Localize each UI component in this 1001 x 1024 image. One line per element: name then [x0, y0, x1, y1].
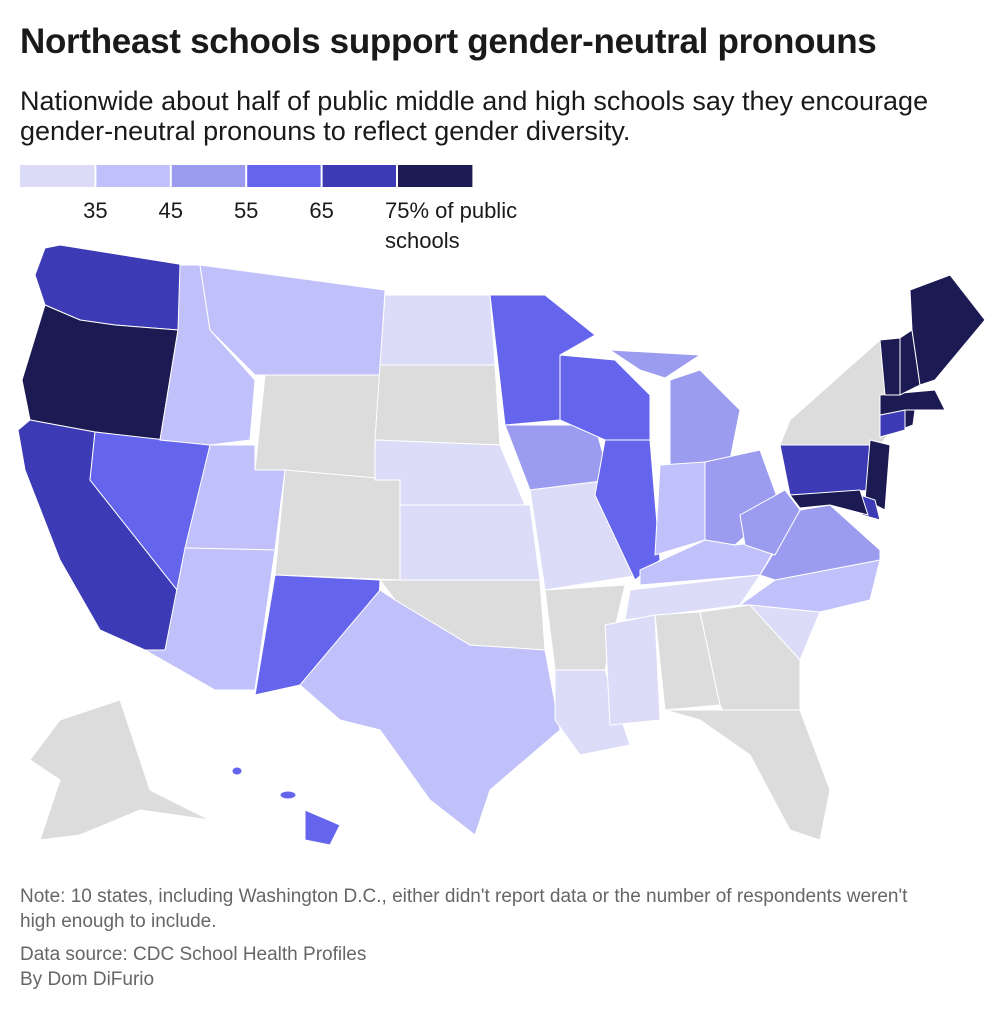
state: [608, 349, 702, 379]
title: Northeast schools support gender-neutral…: [20, 22, 877, 61]
state: [789, 489, 869, 516]
map-canvas: [17, 165, 986, 846]
legend-label: 75% of public schools: [385, 198, 518, 253]
legend-label: 55: [233, 198, 259, 223]
state: [254, 374, 381, 481]
legend-swatch: [397, 165, 473, 187]
state: [904, 409, 916, 429]
note: Note: 10 states, including Washington D.…: [20, 886, 908, 932]
legend-label: 65: [309, 198, 334, 223]
legend-swatch: [20, 165, 96, 187]
legend: [20, 165, 473, 187]
state: [274, 469, 401, 581]
state: [29, 699, 211, 841]
legend-label: 35: [83, 198, 108, 223]
state: [654, 461, 706, 556]
state: [879, 389, 946, 416]
state: [604, 614, 661, 726]
state: [143, 547, 276, 691]
legend-swatch: [321, 165, 397, 187]
state: [279, 790, 297, 800]
state: [379, 294, 496, 366]
state: [304, 809, 341, 846]
legend-swatch: [95, 165, 171, 187]
legend-label: 45: [158, 198, 184, 223]
state: [399, 504, 541, 581]
state: [864, 439, 891, 511]
byline: By Dom DiFurio: [20, 969, 155, 990]
legend-swatch: [246, 165, 322, 187]
state: [374, 364, 501, 446]
map: [17, 244, 986, 846]
state: [669, 369, 741, 466]
state: [739, 489, 801, 556]
state: [231, 766, 243, 776]
source: Data source: CDC School Health Profiles: [20, 944, 367, 965]
state: [909, 274, 986, 386]
state: [664, 709, 831, 841]
legend-swatch: [170, 165, 247, 187]
footer: Note: 10 states, including Washington D.…: [20, 884, 940, 1000]
subtitle: Nationwide about half of public middle a…: [20, 86, 929, 146]
state: [299, 589, 561, 836]
